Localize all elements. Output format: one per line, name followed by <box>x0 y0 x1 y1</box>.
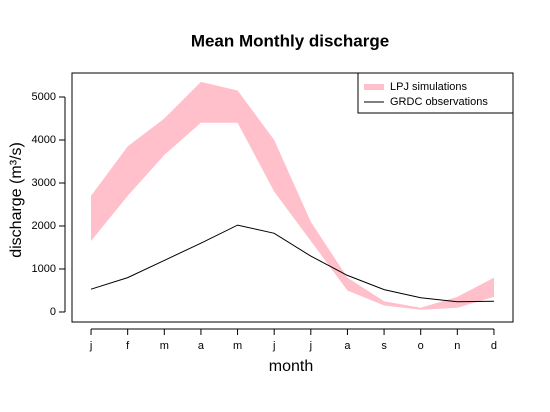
x-tick-label: s <box>381 340 387 352</box>
x-tick-label: j <box>89 340 92 352</box>
x-tick-label: j <box>272 340 275 352</box>
legend-label: LPJ simulations <box>390 81 468 93</box>
chart-title: Mean Monthly discharge <box>191 31 389 50</box>
y-tick-label: 3000 <box>32 177 56 189</box>
legend-label: GRDC observations <box>390 96 488 108</box>
x-tick-label: a <box>344 340 351 352</box>
x-axis-label: month <box>269 358 313 375</box>
y-tick-label: 4000 <box>32 134 56 146</box>
x-tick-label: d <box>491 340 497 352</box>
x-tick-label: m <box>233 340 242 352</box>
x-tick-label: m <box>160 340 169 352</box>
y-tick-label: 1000 <box>32 263 56 275</box>
x-tick-label: a <box>198 340 205 352</box>
band-area <box>91 81 494 310</box>
y-axis-label: discharge (m³/s) <box>8 142 25 258</box>
plot-frame <box>71 72 514 323</box>
legend-box <box>357 72 514 114</box>
x-tick-label: n <box>454 340 460 352</box>
y-tick-label: 5000 <box>32 91 56 103</box>
y-tick-label: 2000 <box>32 220 56 232</box>
x-tick-label: f <box>126 340 130 352</box>
y-tick-label: 0 <box>50 306 56 318</box>
x-tick-label: j <box>309 340 312 352</box>
x-tick-label: o <box>418 340 424 352</box>
line <box>90 224 495 303</box>
